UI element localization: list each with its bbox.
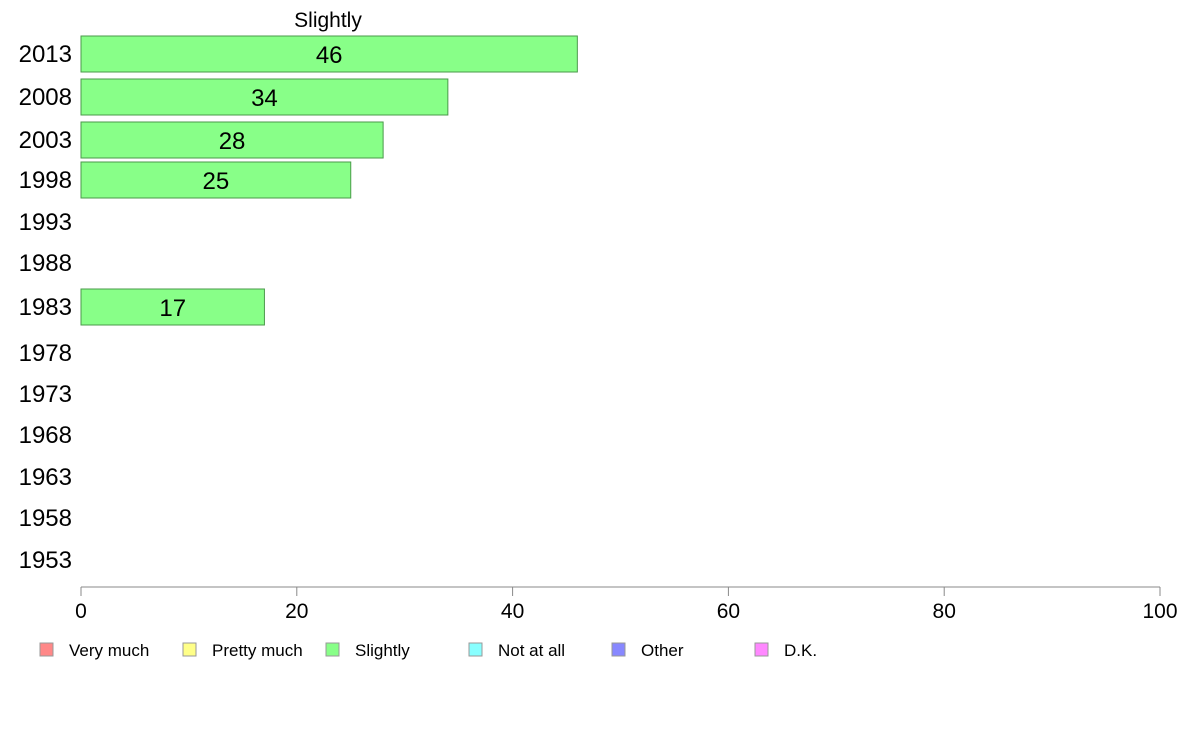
legend-label: Slightly — [355, 641, 410, 660]
legend-swatch — [611, 642, 626, 657]
legend-label: D.K. — [784, 641, 817, 660]
data-label: 17 — [159, 295, 186, 322]
legend-swatch — [325, 642, 340, 657]
category-label: 2003 — [19, 127, 72, 154]
category-label: 1963 — [19, 464, 72, 491]
data-label: 28 — [219, 128, 246, 155]
bar — [80, 161, 352, 199]
legend-label: Pretty much — [212, 641, 303, 660]
bar — [80, 121, 384, 159]
x-tick-label: 80 — [933, 600, 956, 623]
category-label: 1993 — [19, 209, 72, 236]
category-label: 2008 — [19, 84, 72, 111]
bar — [80, 35, 578, 73]
data-label: 46 — [316, 42, 343, 69]
x-tick-label: 20 — [285, 600, 308, 623]
legend-swatch — [182, 642, 197, 657]
legend-swatch — [468, 642, 483, 657]
category-label: 1973 — [19, 381, 72, 408]
x-axis: 0 20 40 60 80 100 — [75, 586, 1178, 623]
bar — [80, 78, 449, 116]
category-label: 1978 — [19, 340, 72, 367]
data-label: 25 — [203, 168, 230, 195]
legend: Very much Pretty much Slightly Not at all Ot… — [39, 641, 817, 660]
data-label: 34 — [251, 85, 278, 112]
chart-title: Slightly — [294, 9, 362, 32]
x-tick-label: 40 — [501, 600, 524, 623]
category-label: 2013 — [19, 41, 72, 68]
category-label: 1958 — [19, 505, 72, 532]
category-labels: 2013 2008 2003 1998 1993 1988 1983 1978 1973 1968… — [19, 41, 72, 574]
legend-label: Other — [641, 641, 684, 660]
category-label: 1968 — [19, 422, 72, 449]
legend-swatch — [754, 642, 769, 657]
category-label: 1953 — [19, 547, 72, 574]
category-label: 1998 — [19, 167, 72, 194]
category-label: 1983 — [19, 294, 72, 321]
legend-label: Not at all — [498, 641, 565, 660]
category-label: 1988 — [19, 250, 72, 277]
legend-label: Very much — [69, 641, 149, 660]
x-tick-label: 0 — [75, 600, 87, 623]
x-tick-label: 60 — [717, 600, 740, 623]
legend-swatch — [39, 642, 54, 657]
x-tick-label: 100 — [1142, 600, 1177, 623]
bar — [80, 288, 265, 326]
